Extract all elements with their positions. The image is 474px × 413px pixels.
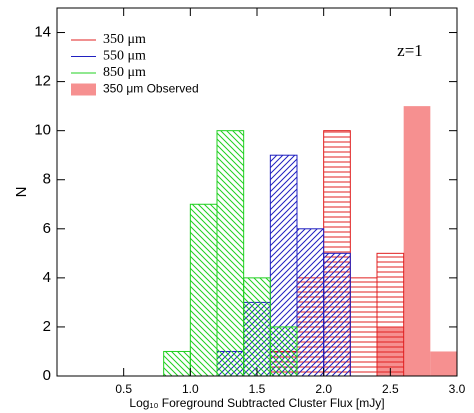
y-tick-label: 0 (43, 367, 51, 384)
y-tick-label: 14 (34, 24, 51, 41)
x-tick-label: 2.5 (382, 382, 399, 396)
y-axis-label: N (13, 187, 30, 198)
y-tick-label: 4 (43, 269, 51, 286)
histogram-bar (163, 350, 191, 377)
x-tick-label: 1.0 (182, 382, 199, 396)
histogram-bar (323, 252, 351, 377)
histogram-bar (376, 252, 405, 377)
legend-label: 350 μm (103, 32, 146, 47)
legend-label: 850 μm (103, 65, 146, 80)
histogram-bar (296, 228, 325, 377)
histogram-bar (349, 277, 378, 377)
histogram-bar (269, 326, 298, 377)
annotation: z=1 (397, 41, 423, 60)
x-tick-label: 3.0 (449, 382, 466, 396)
y-tick-label: 8 (43, 171, 51, 188)
x-tick-label: 0.5 (115, 382, 132, 396)
legend-label: 550 μm (103, 49, 146, 64)
legend-label: 350 μm Observed (103, 82, 199, 96)
histogram-bar (243, 277, 271, 377)
y-tick-label: 6 (43, 220, 51, 237)
y-tick-label: 2 (43, 318, 51, 335)
histogram-bar (189, 203, 218, 377)
x-tick-label: 1.5 (249, 382, 266, 396)
x-axis-label: Log₁₀ Foreground Subtracted Cluster Flux… (129, 396, 384, 410)
y-tick-label: 10 (34, 122, 51, 139)
x-tick-label: 2.0 (315, 382, 332, 396)
histogram-bar (216, 130, 245, 377)
y-tick-label: 12 (34, 73, 51, 90)
histogram-bar (430, 351, 457, 376)
histogram-bar (403, 106, 431, 376)
legend-swatch (71, 83, 96, 96)
